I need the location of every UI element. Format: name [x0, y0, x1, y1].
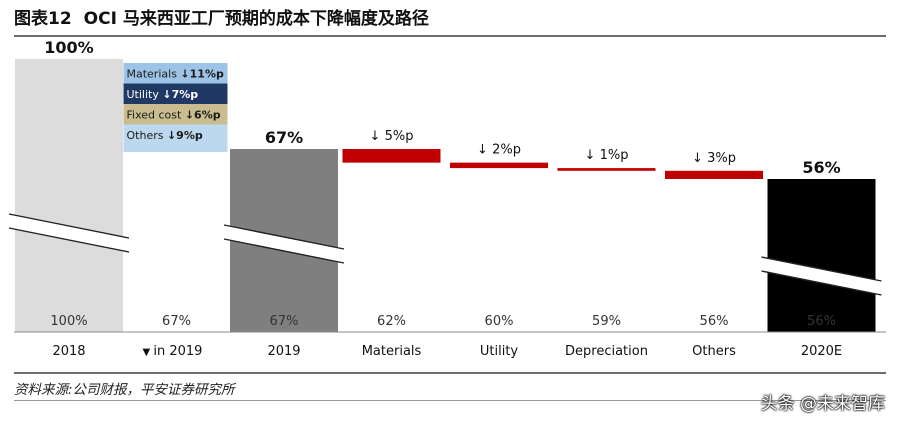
- x-tick-label-2018: 2018: [52, 344, 85, 359]
- title-divider: [14, 35, 886, 37]
- breakdown-box-tail: [123, 145, 228, 152]
- step-bar-depreciation: [557, 168, 656, 171]
- axis-break-line-upper-2020e: [761, 256, 882, 282]
- bottom-value-label-materials: 62%: [377, 314, 406, 329]
- source-note: 资料来源:公司财报，平安证券研究所: [14, 382, 235, 398]
- bar-2018: [15, 59, 123, 332]
- breakdown-label-others: Others ↓9%p: [127, 129, 203, 142]
- bar-2020e: [767, 179, 876, 332]
- step-bar-materials: [342, 149, 441, 163]
- bar-value-label-2018: 100%: [44, 38, 93, 57]
- axis-break-line-lower-2020e: [761, 270, 882, 296]
- axis-break-line-lower-2019: [223, 238, 345, 264]
- breakdown-label-utility: Utility ↓7%p: [127, 88, 199, 101]
- bottom-value-label-2019: 67%: [270, 314, 299, 329]
- bottom-value-label-others: 56%: [700, 314, 729, 329]
- step-value-label-materials: ↓ 5%p: [370, 129, 414, 144]
- breakdown-label-fixed-cost: Fixed cost ↓6%p: [127, 109, 221, 122]
- x-tick-text: in 2019: [153, 344, 202, 359]
- watermark: 头条 @未来智库: [760, 394, 885, 414]
- x-tick-marker: ▼: [143, 347, 154, 358]
- x-tick-label-utility: Utility: [480, 344, 519, 359]
- axis-break-line-upper-2018: [8, 213, 130, 239]
- bar-value-label-2019: 67%: [265, 128, 303, 147]
- breakdown-value-utility: ↓7%p: [162, 88, 198, 101]
- breakdown-label-materials: Materials ↓11%p: [127, 68, 224, 81]
- axis-break-2020e: [761, 257, 882, 295]
- bottom-value-label-in-2019: 67%: [162, 314, 191, 329]
- breakdown-row-others: [123, 124, 228, 145]
- x-tick-label-in-2019: ▼ in 2019: [143, 344, 203, 359]
- waterfall-chart: 100% 67% 56% ↓ 5%p ↓ 2%p ↓ 1%p ↓ 3%p Materials …: [8, 38, 886, 359]
- step-value-label-depreciation: ↓ 1%p: [585, 148, 629, 163]
- bottom-value-label-depreciation: 59%: [592, 314, 621, 329]
- breakdown-row-fixed-cost: [123, 104, 228, 125]
- figure-number: 图表12: [14, 9, 72, 29]
- bottom-value-label-2020e: 56%: [807, 314, 836, 329]
- figure-title-text: OCI 马来西亚工厂预期的成本下降幅度及路径: [83, 9, 429, 29]
- axis-break-line-lower-2018: [8, 227, 130, 253]
- x-tick-label-others: Others: [692, 344, 736, 359]
- x-tick-label-depreciation: Depreciation: [565, 344, 648, 359]
- chart-bottom-divider: [14, 372, 886, 374]
- axis-break-2018: [9, 214, 129, 252]
- breakdown-value-materials: ↓11%p: [180, 68, 224, 81]
- step-bar-others: [665, 170, 763, 179]
- bottom-value-label-utility: 60%: [485, 314, 514, 329]
- axis-break-line-upper-2019: [223, 224, 345, 250]
- x-tick-label-materials: Materials: [362, 344, 422, 359]
- breakdown-row-utility: [123, 83, 228, 104]
- bottom-value-label-2018: 100%: [50, 314, 87, 329]
- x-tick-label-2019: 2019: [267, 344, 300, 359]
- breakdown-value-fixed-cost: ↓6%p: [185, 109, 221, 122]
- step-value-label-utility: ↓ 2%p: [477, 143, 521, 158]
- step-bar-utility: [450, 162, 548, 169]
- x-tick-label-2020e: 2020E: [801, 344, 842, 359]
- footer-divider: [14, 400, 886, 401]
- breakdown-value-others: ↓9%p: [167, 129, 203, 142]
- bar-value-label-2020e: 56%: [802, 158, 840, 177]
- breakdown-row-materials: [123, 63, 228, 84]
- step-value-label-others: ↓ 3%p: [692, 151, 736, 166]
- axis-break-2019: [224, 225, 344, 263]
- figure-title: 图表12 OCI 马来西亚工厂预期的成本下降幅度及路径: [14, 4, 429, 34]
